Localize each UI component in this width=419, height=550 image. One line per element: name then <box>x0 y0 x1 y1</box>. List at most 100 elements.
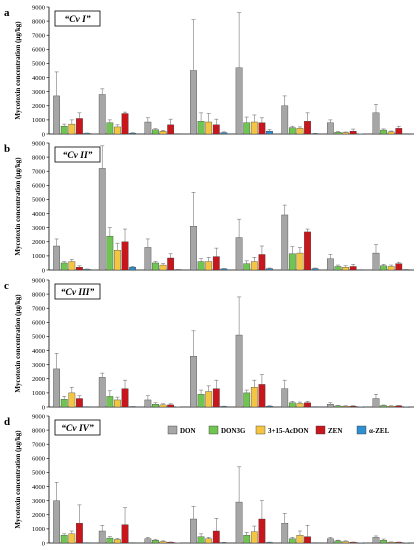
bar-don3g <box>106 122 114 135</box>
bar-zen <box>212 388 220 408</box>
bar-3-15-acdon <box>342 405 349 408</box>
bar-zen <box>395 405 403 408</box>
bar-don <box>144 399 152 408</box>
bar-zen <box>395 542 403 544</box>
bar-group-l7 <box>326 402 365 408</box>
panel-letter: a <box>4 7 10 19</box>
bar-group-l8 <box>372 535 410 544</box>
y-tick-label: 2000 <box>32 512 45 519</box>
y-tick-label: 7000 <box>32 169 45 176</box>
bar-don3g <box>152 129 159 135</box>
panel-letter: b <box>4 143 10 155</box>
bar-group-l5 <box>235 12 273 135</box>
bar-group-l6 <box>281 95 319 135</box>
bar-3-15-acdon <box>342 541 349 544</box>
bar-alpha-zel <box>220 132 228 135</box>
bar-zen <box>167 542 175 544</box>
panel-title: “Cv III” <box>61 287 95 298</box>
bar-3-15-acdon <box>159 264 167 271</box>
bar-don <box>372 537 380 544</box>
bar-don <box>53 245 60 271</box>
bar-group-l5 <box>235 466 273 544</box>
bar-group-l8 <box>372 393 410 408</box>
y-tick-label: 8000 <box>32 154 45 161</box>
bar-group-l4 <box>190 330 228 408</box>
bar-group-l4 <box>190 506 228 544</box>
bar-3-15-acdon <box>68 392 76 408</box>
bar-don3g <box>288 402 296 408</box>
bar-don <box>281 388 289 408</box>
y-tick-label: 4000 <box>32 211 45 218</box>
bar-don3g <box>243 263 251 271</box>
bar-don <box>281 523 289 544</box>
bar-don <box>281 105 289 135</box>
bar-zen <box>212 256 220 271</box>
bar-don <box>190 70 197 135</box>
bar-don <box>326 538 334 544</box>
bar-don <box>144 247 152 271</box>
bar-alpha-zel <box>129 132 137 135</box>
y-tick-label: 3000 <box>32 89 45 96</box>
y-tick-label: 2000 <box>32 103 45 110</box>
bar-group-l1 <box>53 71 91 135</box>
bar-don <box>190 356 197 408</box>
legend-label: 3+15-AcDON <box>268 427 309 435</box>
bar-group-l4 <box>190 19 228 135</box>
bar-3-15-acdon <box>159 131 167 135</box>
legend-label: DON <box>180 427 196 435</box>
bar-alpha-zel <box>129 267 137 271</box>
bar-don3g <box>380 129 387 135</box>
bar-zen <box>121 524 129 544</box>
y-tick-label: 1000 <box>32 117 45 124</box>
bar-zen <box>304 121 311 135</box>
panel-letter: d <box>4 416 10 428</box>
bar-don <box>281 214 289 271</box>
y-tick-label: 9000 <box>32 4 45 11</box>
bar-group-l2 <box>98 507 137 544</box>
bar-don3g <box>288 253 296 271</box>
bar-3-15-acdon <box>250 531 258 544</box>
bar-don <box>235 501 243 544</box>
bar-don3g <box>106 235 114 271</box>
panel-title: “Cv IV” <box>61 423 94 434</box>
bar-3-15-acdon <box>114 250 121 271</box>
bar-don3g <box>152 540 159 544</box>
bar-zen <box>349 542 357 544</box>
bar-don <box>372 398 380 408</box>
bar-group-l6 <box>281 379 319 408</box>
legend-swatch <box>255 425 266 435</box>
bar-3-15-acdon <box>205 538 213 544</box>
bar-zen <box>304 231 311 271</box>
bar-zen <box>167 257 175 271</box>
bar-group-l6 <box>281 204 319 271</box>
bar-3-15-acdon <box>296 252 304 271</box>
y-tick-label: 6000 <box>32 456 45 463</box>
bar-don <box>235 67 243 135</box>
y-tick-label: 3000 <box>32 498 45 505</box>
bar-don <box>190 518 197 544</box>
y-tick-label: 7000 <box>32 442 45 449</box>
bar-3-15-acdon <box>159 541 167 544</box>
bar-don <box>372 252 380 271</box>
bar-don <box>98 377 106 408</box>
legend-swatch <box>208 425 219 435</box>
bar-don3g <box>380 405 387 408</box>
panel-title-box <box>54 146 101 163</box>
y-tick-label: 4000 <box>32 348 45 355</box>
bar-group-l1 <box>53 353 91 408</box>
bar-don3g <box>243 535 251 544</box>
bar-alpha-zel <box>220 268 228 271</box>
bar-3-15-acdon <box>68 533 76 544</box>
bar-group-l7 <box>326 254 365 271</box>
bar-group-l7 <box>326 537 365 544</box>
bar-zen <box>349 405 357 408</box>
bar-don3g <box>152 262 159 271</box>
y-tick-label: 8000 <box>32 18 45 25</box>
bar-zen <box>258 254 266 271</box>
bar-don3g <box>197 261 205 271</box>
y-tick-label: 5000 <box>32 470 45 477</box>
bar-3-15-acdon <box>205 121 213 135</box>
bar-don3g <box>60 262 68 271</box>
bar-group-l2 <box>98 145 137 271</box>
y-tick-label: 1000 <box>32 253 45 260</box>
